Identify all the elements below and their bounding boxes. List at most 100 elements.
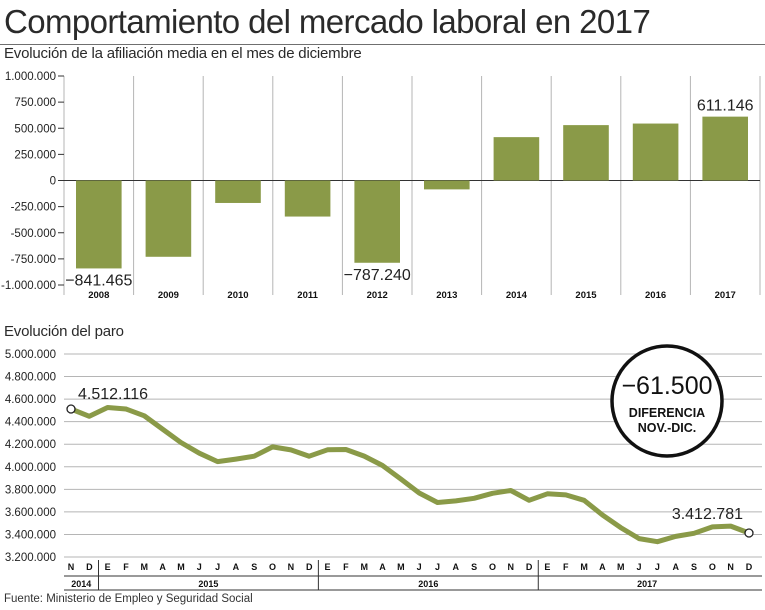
- month-label: S: [691, 562, 697, 572]
- month-label: O: [489, 562, 496, 572]
- month-label: M: [141, 562, 149, 572]
- month-label: D: [526, 562, 533, 572]
- bar-category-label: 2008: [88, 290, 109, 301]
- end-data-label: 3.412.781: [672, 506, 743, 523]
- month-label: D: [86, 562, 93, 572]
- month-label: D: [746, 562, 753, 572]
- bar-category-label: 2009: [158, 290, 179, 301]
- bar-2016: [632, 123, 679, 181]
- month-label: A: [233, 562, 240, 572]
- bar-y-tick-label: 250.000: [14, 149, 56, 161]
- month-label: F: [123, 562, 129, 572]
- month-label: A: [379, 562, 386, 572]
- line-y-tick-label: 5.000.000: [5, 349, 56, 361]
- month-label: J: [655, 562, 660, 572]
- bar-category-label: 2015: [575, 290, 597, 301]
- year-label: 2017: [637, 579, 657, 589]
- bar-2011: [284, 180, 331, 217]
- bar-2012: [354, 180, 400, 263]
- line-y-tick-label: 3.600.000: [5, 507, 56, 519]
- month-label: S: [471, 562, 477, 572]
- difference-bubble: [610, 344, 724, 458]
- bar-y-tick-label: 1.000.000: [5, 71, 56, 83]
- bar-category-label: 2014: [506, 290, 528, 301]
- line-y-tick-label: 4.200.000: [5, 439, 56, 451]
- month-label: D: [306, 562, 313, 572]
- month-label: O: [709, 562, 716, 572]
- line-y-tick-label: 4.000.000: [5, 462, 56, 474]
- month-label: F: [343, 562, 349, 572]
- start-point-marker: [66, 404, 76, 414]
- month-label: A: [672, 562, 679, 572]
- line-chart-title: Evolución del paro: [4, 323, 124, 340]
- line-y-tick-label: 4.400.000: [5, 417, 56, 429]
- month-label: F: [563, 562, 569, 572]
- month-label: N: [68, 562, 75, 572]
- line-y-tick-label: 4.800.000: [5, 372, 56, 384]
- bar-y-tick-label: -500.000: [11, 228, 56, 240]
- bar-category-label: 2016: [645, 290, 666, 301]
- bar-data-label: 611.146: [697, 98, 754, 115]
- month-label: E: [325, 562, 331, 572]
- bar-2008: [76, 180, 122, 269]
- bar-2015: [563, 125, 609, 181]
- month-label: N: [288, 562, 295, 572]
- bar-2013: [424, 180, 470, 190]
- title-divider: [0, 44, 765, 45]
- bar-y-tick-label: 0: [50, 176, 56, 188]
- bar-2014: [493, 137, 540, 181]
- month-label: J: [637, 562, 642, 572]
- paro-series-line: [68, 405, 752, 545]
- difference-value: −61.500: [621, 372, 712, 400]
- difference-label-line1: DIFERENCIA: [629, 406, 705, 420]
- line-y-tick-label: 3.200.000: [5, 552, 56, 564]
- page-title: Comportamiento del mercado laboral en 20…: [4, 3, 651, 40]
- bar-y-tick-label: -750.000: [11, 254, 56, 266]
- year-label: 2015: [198, 579, 218, 589]
- month-label: M: [397, 562, 405, 572]
- bar-y-tick-label: 500.000: [14, 123, 56, 135]
- bar-2009: [145, 180, 192, 257]
- month-label: N: [727, 562, 734, 572]
- month-label: S: [251, 562, 257, 572]
- month-label: J: [435, 562, 440, 572]
- month-label: E: [544, 562, 550, 572]
- bar-category-label: 2010: [227, 290, 248, 301]
- month-label: M: [617, 562, 625, 572]
- bar-data-label: −841.465: [65, 272, 132, 289]
- bar-y-tick-label: -250.000: [11, 202, 56, 214]
- bar-category-label: 2017: [715, 290, 736, 301]
- month-label: E: [105, 562, 111, 572]
- year-label: 2016: [418, 579, 438, 589]
- end-point-marker: [744, 528, 754, 538]
- month-label: A: [159, 562, 166, 572]
- start-data-label: 4.512.116: [78, 386, 148, 403]
- year-label: 2014: [71, 579, 91, 589]
- month-label: O: [269, 562, 276, 572]
- bar-data-label: −787.240: [344, 267, 411, 284]
- bar-chart-title: Evolución de la afiliación media en el m…: [4, 45, 362, 62]
- difference-label-line2: NOV.-DIC.: [638, 421, 697, 435]
- month-label: M: [360, 562, 368, 572]
- month-label: J: [417, 562, 422, 572]
- month-label: M: [177, 562, 185, 572]
- month-label: A: [599, 562, 606, 572]
- bar-category-label: 2012: [367, 290, 388, 301]
- bar-y-tick-label: -1.000.000: [1, 280, 56, 292]
- month-label: N: [508, 562, 515, 572]
- month-label: J: [197, 562, 202, 572]
- bar-2010: [215, 180, 261, 203]
- line-y-tick-label: 3.800.000: [5, 484, 56, 496]
- bar-y-tick-label: 750.000: [14, 97, 56, 109]
- line-y-tick-label: 4.600.000: [5, 394, 56, 406]
- month-label: A: [453, 562, 460, 572]
- month-label: M: [580, 562, 588, 572]
- bar-category-label: 2013: [436, 290, 457, 301]
- bar-category-label: 2011: [297, 290, 318, 301]
- month-label: J: [215, 562, 220, 572]
- source-note: Fuente: Ministerio de Empleo y Seguridad…: [4, 593, 253, 605]
- bar-2017: [702, 116, 748, 181]
- line-y-tick-label: 3.400.000: [5, 529, 56, 541]
